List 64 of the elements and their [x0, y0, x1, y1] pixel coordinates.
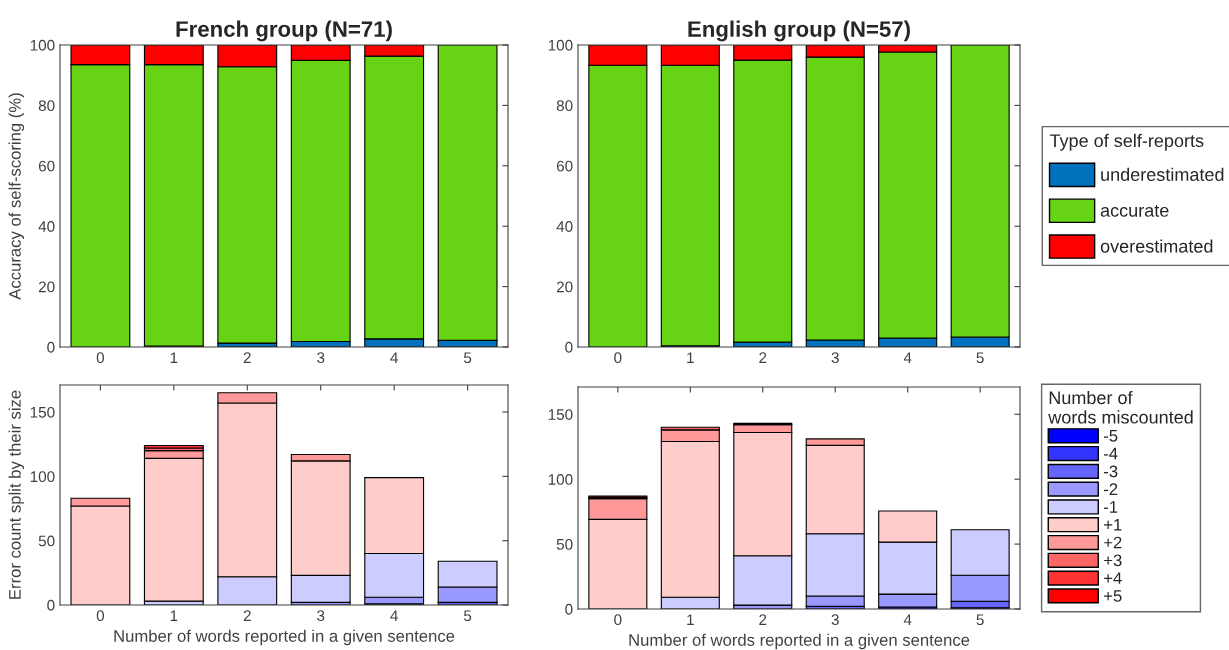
- x-tick-label: 1: [170, 352, 178, 363]
- legend-label: +5: [1104, 590, 1122, 602]
- x-tick-label: 2: [759, 614, 767, 625]
- legend-label: underestimated: [1101, 167, 1224, 181]
- chart-title: English group (N=57): [688, 20, 910, 42]
- legend-label: -3: [1104, 465, 1118, 478]
- y-tick-label: 40: [556, 221, 573, 232]
- legend-label: -1: [1104, 501, 1118, 513]
- y-tick-label: 50: [38, 535, 55, 547]
- x-tick-label: 0: [96, 352, 105, 364]
- y-tick-label: 60: [556, 160, 573, 172]
- x-tick-label: 5: [463, 352, 472, 364]
- chart-title: French group (N=71): [176, 20, 392, 42]
- y-axis-title: Error count split by their size: [8, 390, 25, 599]
- legend-title: Type of self-reports: [1049, 133, 1204, 151]
- legend-label: -4: [1104, 447, 1118, 460]
- legend-label: +1: [1104, 519, 1122, 531]
- x-tick-label: 5: [463, 610, 472, 622]
- x-tick-label: 2: [759, 352, 767, 363]
- y-tick-label: 80: [556, 100, 573, 112]
- y-tick-label: 20: [556, 281, 573, 293]
- y-tick-label: 0: [47, 341, 55, 353]
- y-tick-label: 100: [548, 39, 573, 51]
- y-axis-title: Accuracy of self-scoring (%): [8, 93, 25, 300]
- legend-label: overestimated: [1100, 239, 1213, 253]
- x-tick-label: 2: [243, 352, 251, 363]
- y-tick-label: 50: [556, 538, 573, 550]
- x-tick-label: 5: [976, 614, 984, 626]
- y-tick-label: 0: [47, 599, 55, 611]
- x-tick-label: 0: [614, 614, 622, 626]
- legend-label: +3: [1104, 554, 1122, 567]
- x-tick-label: 4: [903, 614, 912, 625]
- x-tick-label: 1: [687, 614, 694, 625]
- y-tick-label: 100: [30, 39, 55, 51]
- x-tick-label: 4: [903, 352, 912, 363]
- y-tick-label: 40: [38, 221, 55, 232]
- y-tick-label: 20: [38, 281, 55, 293]
- y-tick-label: 80: [38, 100, 55, 112]
- x-tick-label: 0: [96, 610, 105, 622]
- y-tick-label: 150: [30, 406, 55, 418]
- y-tick-label: 0: [565, 341, 573, 353]
- x-tick-label: 5: [976, 352, 984, 364]
- x-axis-title: Number of words reported in a given sentence: [114, 629, 455, 646]
- x-tick-label: 1: [687, 352, 694, 363]
- x-axis-title: Number of words reported in a given sentence: [629, 633, 970, 650]
- legend-label: accurate: [1100, 204, 1169, 217]
- legend-label: -5: [1104, 430, 1118, 442]
- x-tick-label: 4: [390, 352, 398, 363]
- legend-label: +4: [1104, 572, 1122, 584]
- legend-title: Number of words miscounted: [1048, 390, 1193, 424]
- y-tick-label: 100: [30, 471, 55, 483]
- x-tick-label: 4: [390, 610, 398, 621]
- y-tick-label: 100: [548, 474, 573, 485]
- legend-label: +2: [1104, 536, 1122, 549]
- x-tick-label: 3: [317, 352, 325, 364]
- x-tick-label: 2: [243, 610, 251, 621]
- y-tick-label: 60: [38, 160, 55, 172]
- y-tick-label: 150: [548, 409, 573, 420]
- x-tick-label: 1: [170, 610, 178, 621]
- legend-label: -2: [1104, 483, 1118, 495]
- x-tick-label: 3: [317, 610, 325, 622]
- x-tick-label: 3: [831, 614, 839, 626]
- x-tick-label: 0: [614, 352, 622, 364]
- x-tick-label: 3: [831, 352, 839, 364]
